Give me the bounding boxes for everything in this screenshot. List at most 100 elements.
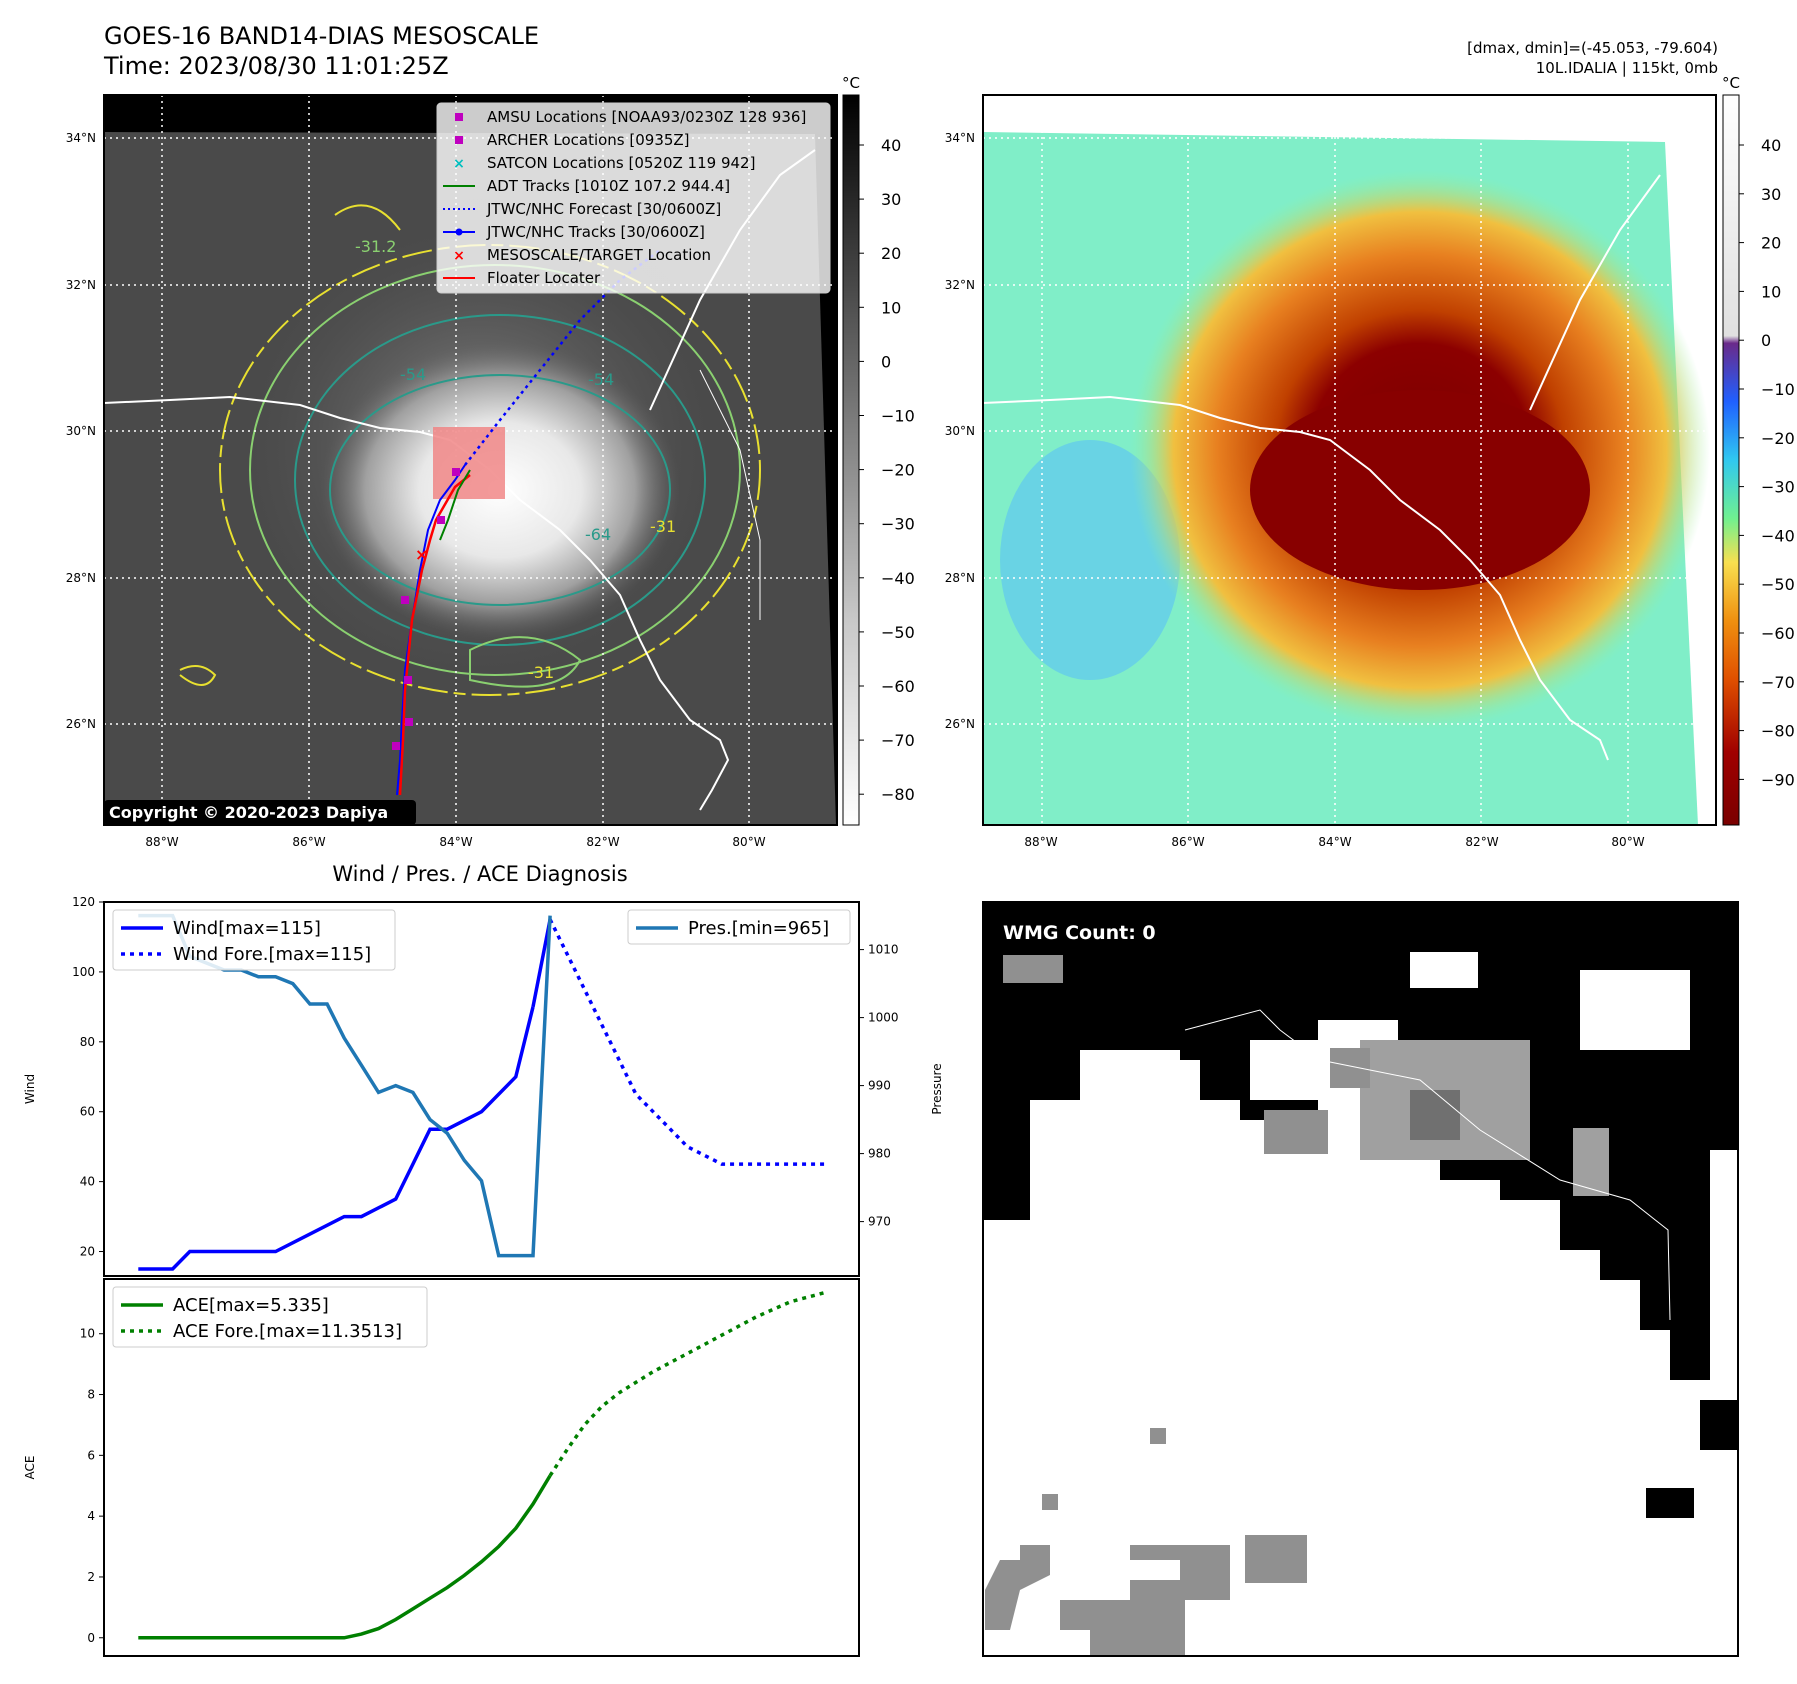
legend-marker	[455, 113, 463, 121]
colorbar-tick-label: 20	[1761, 234, 1781, 253]
contour-yellow-small	[179, 665, 217, 686]
wmg-gray-cell	[1150, 1428, 1166, 1444]
legend-marker	[455, 228, 463, 236]
legend-label: Floater Locater	[487, 269, 601, 287]
chart-legend-box	[112, 1286, 428, 1348]
latitude-label: 26°N	[945, 717, 975, 731]
series-line	[548, 918, 825, 1166]
colorbar-tick-label: 0	[1761, 331, 1771, 350]
colorbar-tick-label: 10	[881, 298, 901, 317]
colorbar-tick-label: −10	[1761, 380, 1795, 399]
y-tick-label: 120	[72, 895, 95, 909]
latitude-label: 30°N	[66, 424, 96, 438]
y-tick-label: 2	[87, 1570, 95, 1584]
y-tick-label: 10	[80, 1327, 95, 1341]
map-legend: AMSU Locations [NOAA93/0230Z 128 936] ARC…	[436, 102, 831, 294]
chart-legend-box	[627, 909, 851, 945]
longitude-label: 82°W	[586, 835, 619, 849]
ir-color-map	[982, 94, 1717, 826]
colorbar-tick-label: 10	[1761, 282, 1781, 301]
colorbar-tick-label: 0	[881, 352, 891, 371]
contour-teal-inner	[329, 374, 671, 606]
floater-track	[398, 474, 471, 796]
colorbar-tick-label: −40	[881, 569, 915, 588]
coastline-gulf	[103, 395, 730, 811]
latitude-label: 34°N	[945, 131, 975, 145]
wind-pressure-chart: 20 40 60 80 100 120 970 980 990 1000 1010 Wind Press…	[23, 895, 944, 1277]
colorbar-tick-label: 30	[881, 190, 901, 209]
coastline-atlantic-right	[1529, 174, 1661, 411]
colorbar-tick-label: −30	[1761, 478, 1795, 497]
longitude-label: 86°W	[292, 835, 325, 849]
legend-label: SATCON Locations [0520Z 119 942]	[487, 154, 755, 172]
legend-item: × SATCON Locations [0520Z 119 942]	[453, 154, 755, 172]
colorbar-tick-label: −30	[881, 515, 915, 534]
wmg-frame	[982, 901, 1739, 1657]
contour-label: -31.2	[355, 237, 396, 256]
storm-info-text: 10L.IDALIA | 115kt, 0mb	[1536, 59, 1718, 77]
y-tick-label: 4	[87, 1509, 95, 1523]
chart-legend-label: Wind[max=115]	[173, 918, 321, 939]
longitude-label: 88°W	[1024, 835, 1057, 849]
chart-legend-label: Wind Fore.[max=115]	[173, 944, 371, 965]
colorbar-left-unit: °C	[842, 74, 860, 92]
wmg-coastline	[1184, 1009, 1671, 1321]
y-right-tick-label: 1000	[868, 1011, 899, 1025]
colorbar-tick-label: −70	[881, 731, 915, 750]
contour-label: -54	[400, 365, 426, 384]
colorbar-right-gradient	[1722, 94, 1740, 826]
colorbar-tick-label: −70	[1761, 673, 1795, 692]
wmg-black-patch	[1700, 1400, 1738, 1450]
legend-label: ADT Tracks [1010Z 107.2 944.4]	[487, 177, 730, 195]
series-line	[138, 1006, 535, 1271]
map-frame	[103, 94, 838, 826]
color-map-frame	[982, 94, 1717, 826]
contour-label: -64	[585, 525, 611, 544]
longitude-label: 88°W	[145, 835, 178, 849]
wmg-white-patch	[1580, 970, 1690, 1050]
figure-time: Time: 2023/08/30 11:01:25Z	[103, 52, 449, 80]
colorbar-tick-label: −10	[881, 407, 915, 426]
colorbar-tick-label: −20	[881, 461, 915, 480]
wmg-gray-region	[1330, 1048, 1370, 1088]
colorbar-tick-label: −80	[881, 785, 915, 804]
y-tick-label: 0	[87, 1631, 95, 1645]
wmg-gray-region	[1060, 1545, 1230, 1655]
legend-label: JTWC/NHC Forecast [30/0600Z]	[486, 200, 721, 218]
wmg-count-box	[997, 917, 1173, 947]
legend-item: ADT Tracks [1010Z 107.2 944.4]	[443, 177, 730, 195]
latitude-label: 26°N	[66, 717, 96, 731]
y-tick-label: 40	[80, 1175, 95, 1189]
y-right-tick-label: 1010	[868, 943, 899, 957]
y-axis-label: ACE	[23, 1456, 37, 1480]
wmg-black-patch	[1646, 1488, 1694, 1518]
wmg-count-text: WMG Count: 0	[1003, 922, 1156, 944]
contour-label: -31	[650, 517, 676, 536]
legend-label: MESOSCALE/TARGET Location	[487, 246, 711, 264]
legend-label: AMSU Locations [NOAA93/0230Z 128 936]	[487, 108, 806, 126]
y-right-tick-label: 970	[868, 1215, 891, 1229]
coastline-gulf-right	[982, 395, 1609, 761]
chart-legend: ACE[max=5.335] ACE Fore.[max=11.3513]	[112, 1286, 428, 1348]
state-border	[699, 369, 761, 620]
latitude-label: 34°N	[66, 131, 96, 145]
series-line	[531, 919, 552, 1008]
wmg-dark-gray-region	[1410, 1090, 1460, 1140]
legend-item: JTWC/NHC Forecast [30/0600Z]	[443, 200, 721, 218]
y-tick-label: 80	[80, 1035, 95, 1049]
figure-title: GOES-16 BAND14-DIAS MESOSCALE	[104, 22, 539, 50]
adt-track	[439, 469, 471, 541]
colorbar-tick-label: −50	[881, 623, 915, 642]
colorbar-tick-label: 20	[881, 244, 901, 263]
copyright-box	[104, 800, 416, 825]
color-map-gridlines	[983, 95, 1716, 825]
contour-green-south	[469, 636, 582, 688]
legend-marker: ×	[453, 248, 465, 264]
chart-legend-label: ACE[max=5.335]	[173, 1295, 329, 1316]
longitude-label: 82°W	[1465, 835, 1498, 849]
legend-item: × MESOSCALE/TARGET Location	[453, 246, 711, 264]
y-axis-label: Wind	[23, 1074, 37, 1104]
legend-item: JTWC/NHC Tracks [30/0600Z]	[443, 223, 705, 241]
legend-label: JTWC/NHC Tracks [30/0600Z]	[486, 223, 705, 241]
